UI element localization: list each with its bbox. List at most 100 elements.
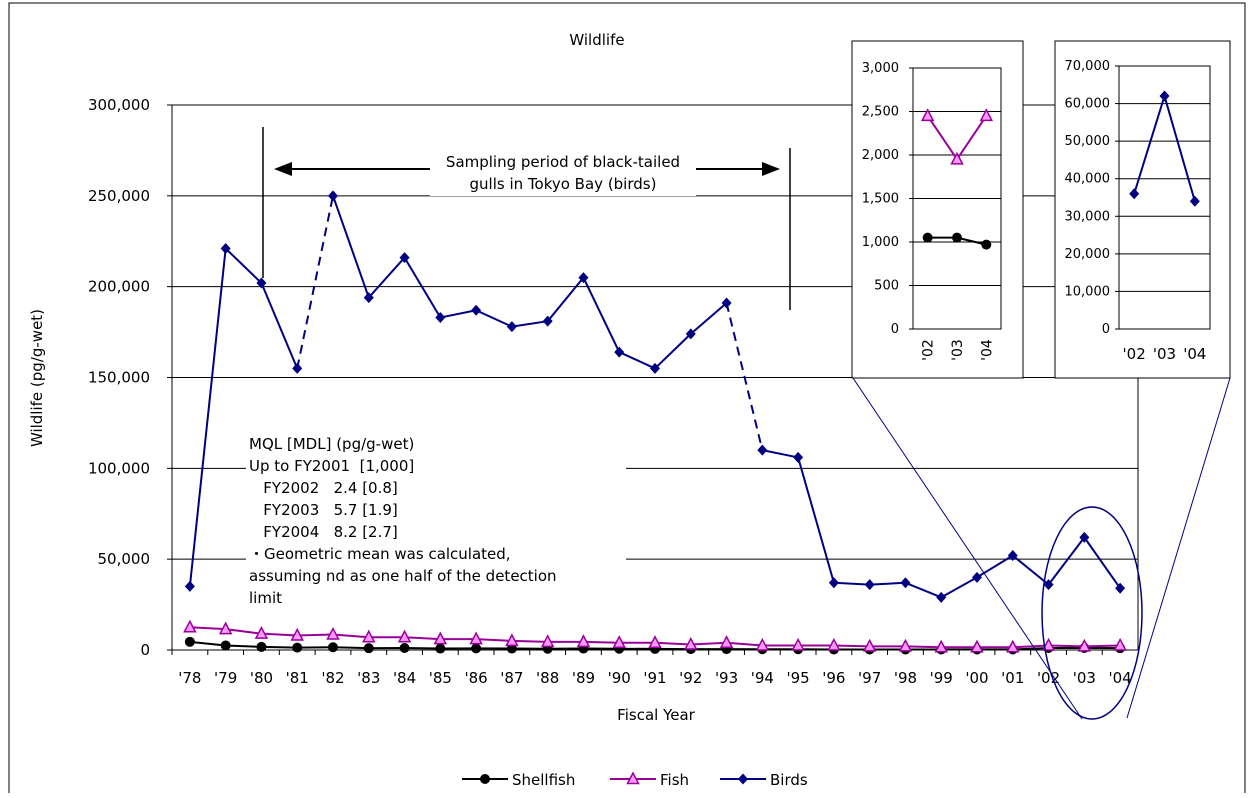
fish-segment-11 (583, 642, 619, 643)
mql-line-7: limit (249, 589, 282, 607)
inset2-y-tick-label-4: 40,000 (1065, 172, 1111, 187)
inset1-shellfish-point-0 (923, 233, 933, 243)
inset2-y-tick-label-7: 70,000 (1065, 59, 1111, 74)
shellfish-segment-6 (405, 648, 441, 649)
x-tick-label-20: '98 (894, 669, 917, 687)
shellfish-point-2 (256, 642, 266, 652)
inset1-y-tick-label-5: 2,500 (862, 105, 899, 120)
inset2-x-tick-labels: '02 '03 '04 (1123, 345, 1207, 363)
inset1-shellfish-point-2 (981, 240, 991, 250)
chart-title: Wildlife (569, 31, 624, 49)
mql-line-3: FY2003 5.7 [1.9] (249, 501, 398, 519)
x-tick-label-13: '91 (643, 669, 666, 687)
fish-segment-9 (512, 641, 548, 642)
x-tick-label-8: '86 (465, 669, 488, 687)
mql-line-5: ・Geometric mean was calculated, (249, 545, 511, 563)
inset2-y-tick-label-0: 0 (1102, 322, 1110, 337)
x-tick-label-7: '85 (429, 669, 452, 687)
inset1-y-tick-label-6: 3,000 (862, 61, 899, 76)
x-tick-label-16: '94 (751, 669, 774, 687)
inset-birds: 0 10,000 20,000 30,000 40,000 50,000 60,000 70,… (1055, 41, 1230, 378)
fish-segment-20 (905, 646, 941, 647)
inset2-y-tick-label-6: 60,000 (1065, 97, 1111, 112)
inset2-x-tick-label-0: '02 (1123, 345, 1146, 363)
inset2-y-tick-label-3: 30,000 (1065, 209, 1111, 224)
x-tick-label-15: '93 (715, 669, 738, 687)
y-tick-label-2: 100,000 (88, 459, 150, 477)
legend-label-shellfish: Shellfish (512, 771, 575, 789)
x-tick-label-23: '01 (1001, 669, 1024, 687)
x-tick-label-24: '02 (1037, 669, 1060, 687)
inset1-x-tick-label-2: '04 (979, 339, 995, 361)
inset-shellfish-fish: 0 500 1,000 1,500 2,000 2,500 3,000 '02 '03 '04 (852, 41, 1023, 378)
inset1-y-tick-label-1: 500 (874, 279, 899, 294)
x-tick-label-14: '92 (679, 669, 702, 687)
y-tick-label-6: 300,000 (88, 96, 150, 114)
x-tick-label-10: '88 (536, 669, 559, 687)
y-tick-label-5: 250,000 (88, 187, 150, 205)
inset2-y-tick-label-2: 20,000 (1065, 247, 1111, 262)
y-tick-label-3: 150,000 (88, 369, 150, 387)
shellfish-point-3 (292, 643, 302, 653)
mql-note: MQL [MDL] (pg/g-wet) Up to FY2001 [1,000]… (246, 430, 626, 608)
x-tick-label-5: '83 (357, 669, 380, 687)
x-tick-label-11: '89 (572, 669, 595, 687)
mql-line-1: Up to FY2001 [1,000] (249, 457, 414, 475)
x-tick-label-1: '79 (214, 669, 237, 687)
x-tick-label-19: '97 (858, 669, 881, 687)
fish-segment-3 (297, 635, 333, 636)
y-axis-label: Wildlife (pg/g-wet) (28, 309, 46, 447)
shellfish-segment-2 (261, 647, 297, 648)
shellfish-segment-4 (333, 647, 369, 648)
y-tick-label-0: 0 (140, 641, 150, 659)
shellfish-point-7 (435, 644, 445, 654)
y-tick-label-1: 50,000 (98, 550, 151, 568)
inset2-x-tick-label-1: '03 (1153, 345, 1176, 363)
shellfish-point-8 (471, 643, 481, 653)
shellfish-point-4 (328, 642, 338, 652)
x-tick-label-3: '81 (286, 669, 309, 687)
fish-segment-24 (1049, 645, 1085, 646)
x-tick-label-17: '95 (787, 669, 810, 687)
inset1-x-tick-labels: '02 '03 '04 (921, 339, 996, 361)
inset2-y-tick-label-5: 50,000 (1065, 134, 1111, 149)
inset2-y-tick-label-1: 10,000 (1065, 284, 1111, 299)
shellfish-point-5 (364, 643, 374, 653)
inset1-y-tick-label-2: 1,000 (862, 235, 899, 250)
x-tick-label-12: '90 (608, 669, 631, 687)
x-axis-label: Fiscal Year (617, 706, 695, 724)
mql-line-4: FY2004 8.2 [2.7] (249, 523, 398, 541)
mql-line-6: assuming nd as one half of the detection (249, 567, 557, 585)
x-tick-label-21: '99 (930, 669, 953, 687)
y-tick-label-4: 200,000 (88, 278, 150, 296)
fish-segment-18 (834, 645, 870, 646)
x-tick-label-2: '80 (250, 669, 273, 687)
legend-label-fish: Fish (660, 771, 689, 789)
x-tick-label-18: '96 (822, 669, 845, 687)
inset2-x-tick-label-2: '04 (1183, 345, 1206, 363)
shellfish-point-1 (221, 640, 231, 650)
x-tick-label-4: '82 (321, 669, 344, 687)
sampling-label-line1: Sampling period of black-tailed (446, 153, 680, 171)
x-tick-label-9: '87 (500, 669, 523, 687)
inset1-y-tick-label-0: 0 (891, 322, 899, 337)
x-tick-label-22: '00 (965, 669, 988, 687)
legend-marker-shellfish (480, 774, 490, 784)
sampling-label-line2: gulls in Tokyo Bay (birds) (470, 175, 657, 193)
inset1-shellfish-point-1 (952, 233, 962, 243)
shellfish-point-0 (185, 637, 195, 647)
x-tick-label-6: '84 (393, 669, 416, 687)
inset1-x-tick-label-0: '02 (921, 339, 937, 361)
inset1-y-tick-label-4: 2,000 (862, 148, 899, 163)
shellfish-point-6 (400, 643, 410, 653)
x-tick-label-25: '03 (1073, 669, 1096, 687)
mql-line-2: FY2002 2.4 [0.8] (249, 479, 398, 497)
x-tick-label-0: '78 (178, 669, 201, 687)
fish-segment-25 (1084, 645, 1120, 646)
inset1-x-tick-label-1: '03 (950, 339, 966, 361)
inset1-y-tick-label-3: 1,500 (862, 192, 899, 207)
legend-label-birds: Birds (770, 771, 808, 789)
mql-line-0: MQL [MDL] (pg/g-wet) (249, 435, 414, 453)
